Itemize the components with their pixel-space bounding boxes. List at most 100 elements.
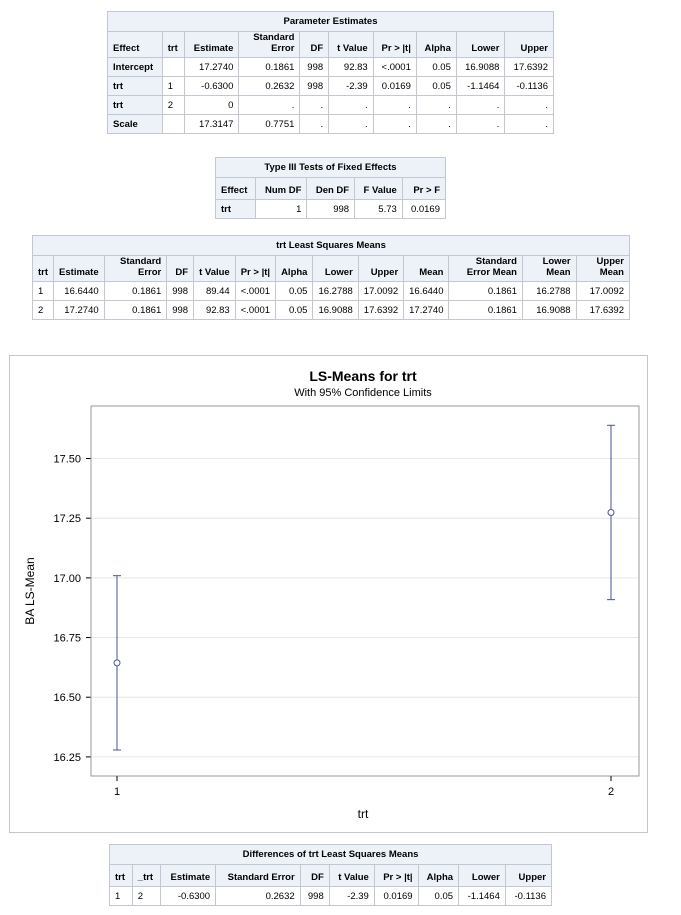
column-header: Upper (357, 255, 405, 282)
table-cell: . (415, 95, 457, 115)
column-header: Lower Mean (521, 255, 577, 282)
column-header: Effect (107, 31, 163, 58)
column-header: Upper Mean (575, 255, 631, 282)
column-header: Standard Error (103, 255, 168, 282)
table-body: 1 16.6440 0.1861 998 89.44 <.0001 0.05 16.2788 1… (31, 281, 631, 320)
column-header: t Value (328, 864, 375, 887)
column-header: Standard Error (215, 864, 301, 887)
y-tick-label: 17.25 (53, 513, 81, 525)
table-cell: -0.6300 (160, 886, 217, 906)
table-body: Intercept 17.2740 0.1861 998 92.83 <.0001 0.05… (107, 57, 554, 134)
column-header: Lower (458, 864, 506, 887)
table-cell: 0.2632 (215, 886, 301, 906)
table-cell: 0.1861 (448, 281, 523, 301)
fixed-effects-table: Type III Tests of Fixed Effects Effect N… (214, 157, 447, 219)
column-header: Lower (312, 255, 359, 282)
table-row: trt 2 0....... (107, 95, 554, 115)
table-cell: 17.2740 (403, 300, 450, 320)
table-cell: -2.39 (328, 76, 374, 96)
x-tick-label: 1 (114, 786, 120, 798)
table-cell: 0.1861 (103, 281, 168, 301)
table-cell: 0.05 (415, 76, 457, 96)
table-cell: Intercept (107, 57, 163, 77)
column-header: trt (161, 31, 186, 58)
table-caption: Differences of trt Least Squares Means (109, 844, 552, 865)
table-cell: trt (214, 199, 257, 219)
table-body: trt 1 998 5.73 0.0169 (214, 199, 447, 219)
table-cell: 16.6440 (53, 281, 105, 301)
table-cell: -0.1136 (504, 886, 553, 906)
table-cell: -0.1136 (504, 76, 554, 96)
column-header: F Value (354, 177, 403, 200)
table-cell: 92.83 (328, 57, 374, 77)
table-cell: 2 (161, 95, 186, 115)
table-cell: 17.2740 (184, 57, 240, 77)
x-axis-label: trt (358, 807, 369, 821)
table-cell: . (238, 95, 301, 115)
ls-means-table: trt Least Squares Means trt Estimate Stand… (31, 235, 631, 320)
column-header: Pr > |t| (234, 255, 277, 282)
table-cell: <.0001 (234, 300, 277, 320)
table-cell: 998 (306, 199, 356, 219)
y-tick-label: 16.25 (53, 752, 81, 764)
table-cell: 17.6392 (575, 300, 631, 320)
table-cell: 17.2740 (53, 300, 105, 320)
table-cell: 998 (299, 57, 330, 77)
mean-point (113, 659, 121, 667)
table-cell: <.0001 (372, 57, 417, 77)
table-cell: 16.9088 (521, 300, 577, 320)
table-cell: 16.6440 (403, 281, 450, 301)
plot-area-border (90, 405, 640, 777)
table-cell: 17.6392 (357, 300, 405, 320)
column-header: trt (109, 864, 133, 887)
table-cell (161, 57, 186, 77)
column-header: Upper (504, 864, 553, 887)
table-cell (161, 114, 186, 134)
column-header: DF (299, 864, 330, 887)
table-cell: 16.9088 (312, 300, 359, 320)
y-tick-label: 17.50 (53, 454, 81, 466)
table-cell: trt (107, 76, 163, 96)
column-header: Standard Error (238, 31, 301, 58)
column-header: Alpha (417, 864, 460, 887)
table-cell: . (299, 95, 330, 115)
table-cell: 17.3147 (184, 114, 240, 134)
table-cell: -2.39 (328, 886, 375, 906)
table-row: 2 17.2740 0.1861 998 92.83 <.0001 0.05 16.9088 1… (31, 300, 631, 320)
column-header: Lower (455, 31, 506, 58)
table-cell: 0.0169 (373, 886, 419, 906)
table-cell: 1 (109, 886, 133, 906)
table-cell: 17.6392 (504, 57, 554, 77)
table-cell: . (504, 114, 554, 134)
table-cell: . (328, 114, 374, 134)
table-cell: 92.83 (193, 300, 236, 320)
column-header: Num DF (255, 177, 308, 200)
table-cell: 17.0092 (357, 281, 405, 301)
table-cell: 0.05 (275, 300, 314, 320)
table-cell: 16.2788 (521, 281, 577, 301)
table-cell: 89.44 (193, 281, 236, 301)
column-header: Estimate (53, 255, 105, 282)
table-cell: . (372, 114, 417, 134)
chart-subtitle: With 95% Confidence Limits (294, 387, 432, 399)
table-cell: 0.0169 (401, 199, 447, 219)
table-cell: 1 (31, 281, 55, 301)
parameter-estimates-table: Parameter Estimates Effect trt Estimate … (107, 11, 554, 134)
table-cell: 998 (166, 281, 195, 301)
column-header: Den DF (306, 177, 356, 200)
table-cell: 16.9088 (455, 57, 506, 77)
ls-means-chart: LS-Means for trt With 95% Confidence Limi… (23, 368, 640, 821)
table-cell: 0.2632 (238, 76, 301, 96)
table-cell: 2 (31, 300, 55, 320)
y-axis-label: BA LS-Mean (23, 557, 37, 624)
y-tick-label: 16.50 (53, 692, 81, 704)
table-row: 1 16.6440 0.1861 998 89.44 <.0001 0.05 16.2788 1… (31, 281, 631, 301)
y-tick-label: 17.00 (53, 573, 81, 585)
y-tick-label: 16.75 (53, 633, 81, 645)
table-caption: Parameter Estimates (107, 11, 554, 32)
table-cell: 1 (255, 199, 308, 219)
column-header: Alpha (415, 31, 457, 58)
table-cell: -0.6300 (184, 76, 240, 96)
column-header: trt (31, 255, 55, 282)
table-caption: trt Least Squares Means (32, 235, 630, 256)
